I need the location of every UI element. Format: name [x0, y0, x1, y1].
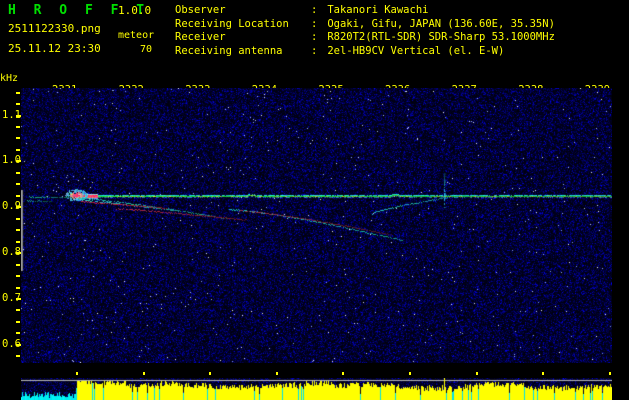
metadata-row: Receiving antenna: 2el-HB9CV Vertical (e…	[175, 45, 555, 59]
y-axis-minor-tick	[16, 320, 20, 323]
y-axis-minor-tick	[16, 332, 20, 335]
metadata-value: R820T2(RTL-SDR) SDR-Sharp 53.1000MHz	[321, 31, 555, 44]
y-axis-minor-tick	[16, 103, 20, 106]
x-axis-tick-bottom	[209, 372, 212, 375]
amplitude-strip[interactable]	[21, 378, 612, 400]
y-axis-major-tick	[16, 206, 21, 209]
amplitude-canvas	[21, 378, 612, 400]
file-name: 2511122330.png	[8, 22, 101, 35]
y-axis-label: 0.6	[2, 337, 21, 350]
metadata-key: Observer	[175, 4, 226, 16]
event-kind-label: meteor	[118, 30, 155, 41]
spectrogram-waterfall[interactable]	[21, 88, 612, 363]
metadata-value: 2el-HB9CV Vertical (el. E-W)	[321, 44, 505, 57]
metadata-value: Ogaki, Gifu, JAPAN (136.60E, 35.35N)	[321, 17, 555, 30]
y-axis-label: 0.8	[2, 246, 21, 259]
metadata-row: Receiving Location: Ogaki, Gifu, JAPAN (…	[175, 18, 555, 32]
y-axis-major-tick	[16, 298, 21, 300]
metadata-row: Observer: Takanori Kawachi	[175, 4, 555, 18]
capture-datetime: 25.11.12 23:30	[8, 42, 101, 55]
x-axis-tick-bottom	[76, 372, 78, 375]
observation-metadata: Observer: Takanori Kawachi Receiving Loca…	[175, 4, 555, 58]
metadata-colon: :	[311, 44, 318, 57]
header-panel: H R O F F T 1.0.0 2511122330.png 25.11.1…	[0, 0, 629, 70]
metadata-value: Takanori Kawachi	[321, 4, 429, 16]
x-axis-tick-bottom	[542, 372, 545, 375]
metadata-colon: :	[311, 17, 318, 30]
y-axis-major-tick	[16, 160, 21, 163]
metadata-colon: :	[311, 31, 318, 44]
y-axis-minor-tick	[16, 217, 20, 220]
y-axis-minor-tick	[16, 286, 20, 289]
y-axis-label: 1.1	[2, 108, 21, 121]
y-axis-major-tick	[16, 252, 21, 255]
y-axis-major-tick	[16, 343, 21, 346]
x-axis-tick-bottom	[275, 372, 278, 375]
event-count: 70	[140, 44, 153, 55]
y-axis-minor-tick	[16, 91, 20, 94]
y-axis-minor-tick	[16, 125, 20, 128]
waterfall-canvas	[21, 88, 612, 363]
x-axis-tick-bottom	[342, 372, 345, 375]
metadata-key: Receiving Location	[175, 17, 289, 30]
y-axis-major-tick	[16, 114, 21, 117]
x-axis-tick-bottom	[475, 372, 478, 375]
y-axis-minor-tick	[16, 137, 20, 140]
y-axis-minor-tick	[16, 309, 20, 312]
y-axis-minor-tick	[16, 148, 20, 151]
metadata-row: Receiver: R820T2(RTL-SDR) SDR-Sharp 53.1…	[175, 31, 555, 45]
y-axis-minor-tick	[16, 171, 20, 174]
x-axis-tick-bottom	[409, 372, 411, 375]
y-axis-minor-tick	[16, 275, 20, 278]
metadata-colon: :	[311, 4, 318, 16]
y-axis-unit: kHz	[0, 73, 19, 84]
metadata-key: Receiving antenna	[175, 44, 283, 57]
y-axis-minor-tick	[16, 240, 20, 243]
y-axis-label: 0.7	[2, 292, 21, 304]
x-axis-tick-bottom	[142, 372, 145, 375]
x-axis-tick-bottom	[608, 372, 611, 375]
y-axis-label: 0.9	[2, 200, 21, 213]
y-axis-minor-tick	[16, 194, 20, 197]
y-axis-minor-tick	[16, 355, 20, 358]
app-title: H R O F F T	[8, 3, 150, 18]
app-version: 1.0.0	[118, 4, 152, 17]
y-axis-minor-tick	[16, 229, 20, 232]
y-axis-label: 1.0	[2, 154, 21, 167]
y-axis-minor-tick	[16, 263, 20, 266]
y-axis-minor-tick	[16, 183, 20, 186]
metadata-key: Receiver	[175, 31, 226, 44]
